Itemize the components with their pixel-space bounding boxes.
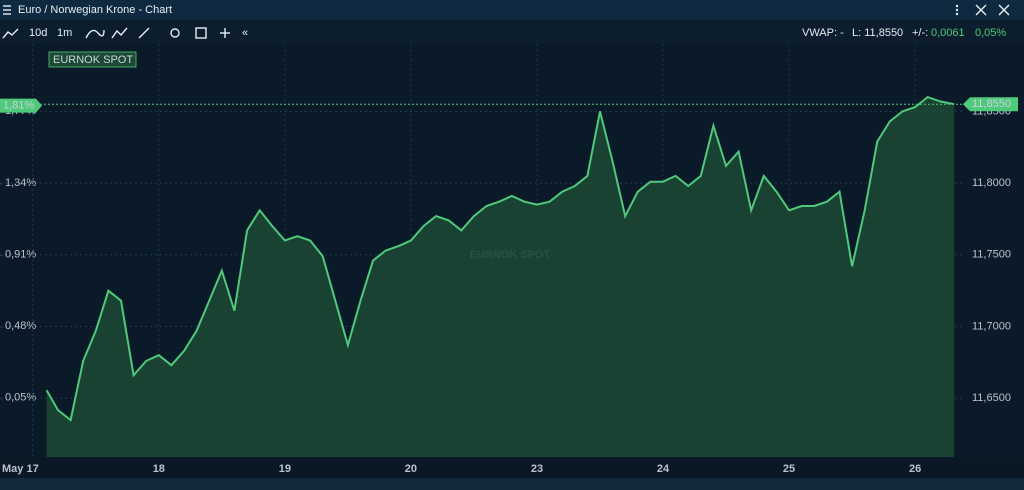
window-buttons[interactable]	[955, 4, 1010, 16]
y2-tick-label: 0,48%	[5, 320, 36, 332]
last-value-label: 11,8550	[972, 98, 1011, 110]
x-tick-label: 25	[783, 463, 795, 475]
crosshair-icon[interactable]	[220, 28, 230, 38]
last-change-label: 1,81%	[3, 100, 34, 112]
x-tick-label: May 17	[2, 463, 39, 475]
y-tick-label: 11,7000	[972, 320, 1011, 332]
compare-icon[interactable]	[111, 27, 128, 39]
change-value: 0,0061	[931, 27, 965, 39]
last-value-tag	[963, 97, 1018, 112]
x-tick-label: 19	[279, 463, 291, 475]
indicator-icon[interactable]	[85, 29, 105, 39]
y2-tick-label: 0,05%	[5, 392, 36, 404]
window-title: Euro / Norwegian Krone - Chart	[18, 4, 172, 16]
x-tick-label: 26	[909, 463, 921, 475]
chart-type-icon[interactable]	[2, 28, 19, 39]
plot: EURNOK SPOT 11,6500 11,7000 11,7500 11,8000 1…	[0, 44, 1018, 475]
collapse-icon[interactable]: «	[242, 27, 248, 39]
interval-button[interactable]: 1m	[57, 27, 72, 39]
price-line	[45, 95, 955, 422]
legend-label: EURNOK SPOT	[53, 54, 133, 66]
change-label: +/-:	[912, 27, 928, 39]
y-tick-label: 11,8000	[972, 177, 1011, 189]
x-tick-label: 20	[405, 463, 417, 475]
last-label: L: 11,8550	[852, 27, 903, 39]
layout-icon[interactable]	[195, 27, 207, 39]
scrollbar[interactable]	[0, 478, 1024, 490]
y-tick-label: 11,6500	[972, 392, 1011, 404]
x-tick-label: 23	[531, 463, 543, 475]
draw-icon[interactable]	[138, 27, 150, 39]
x-tick-label: 24	[657, 463, 670, 475]
y2-tick-label: 1,34%	[5, 177, 36, 189]
x-tick-label: 18	[153, 463, 165, 475]
y-tick-label: 11,7500	[972, 249, 1011, 261]
period-button[interactable]: 10d	[29, 27, 47, 39]
vwap-label: VWAP: -	[802, 27, 844, 39]
title-bar	[0, 0, 1024, 20]
right-axis	[963, 44, 1024, 458]
change-percent: 0,05%	[975, 27, 1006, 39]
last-change-tag	[0, 98, 42, 113]
area	[46, 97, 955, 457]
settings-icon[interactable]	[170, 28, 180, 38]
legend-box	[48, 51, 137, 68]
y2-tick-label: 0,91%	[5, 248, 36, 260]
menu-icon[interactable]	[3, 5, 11, 15]
